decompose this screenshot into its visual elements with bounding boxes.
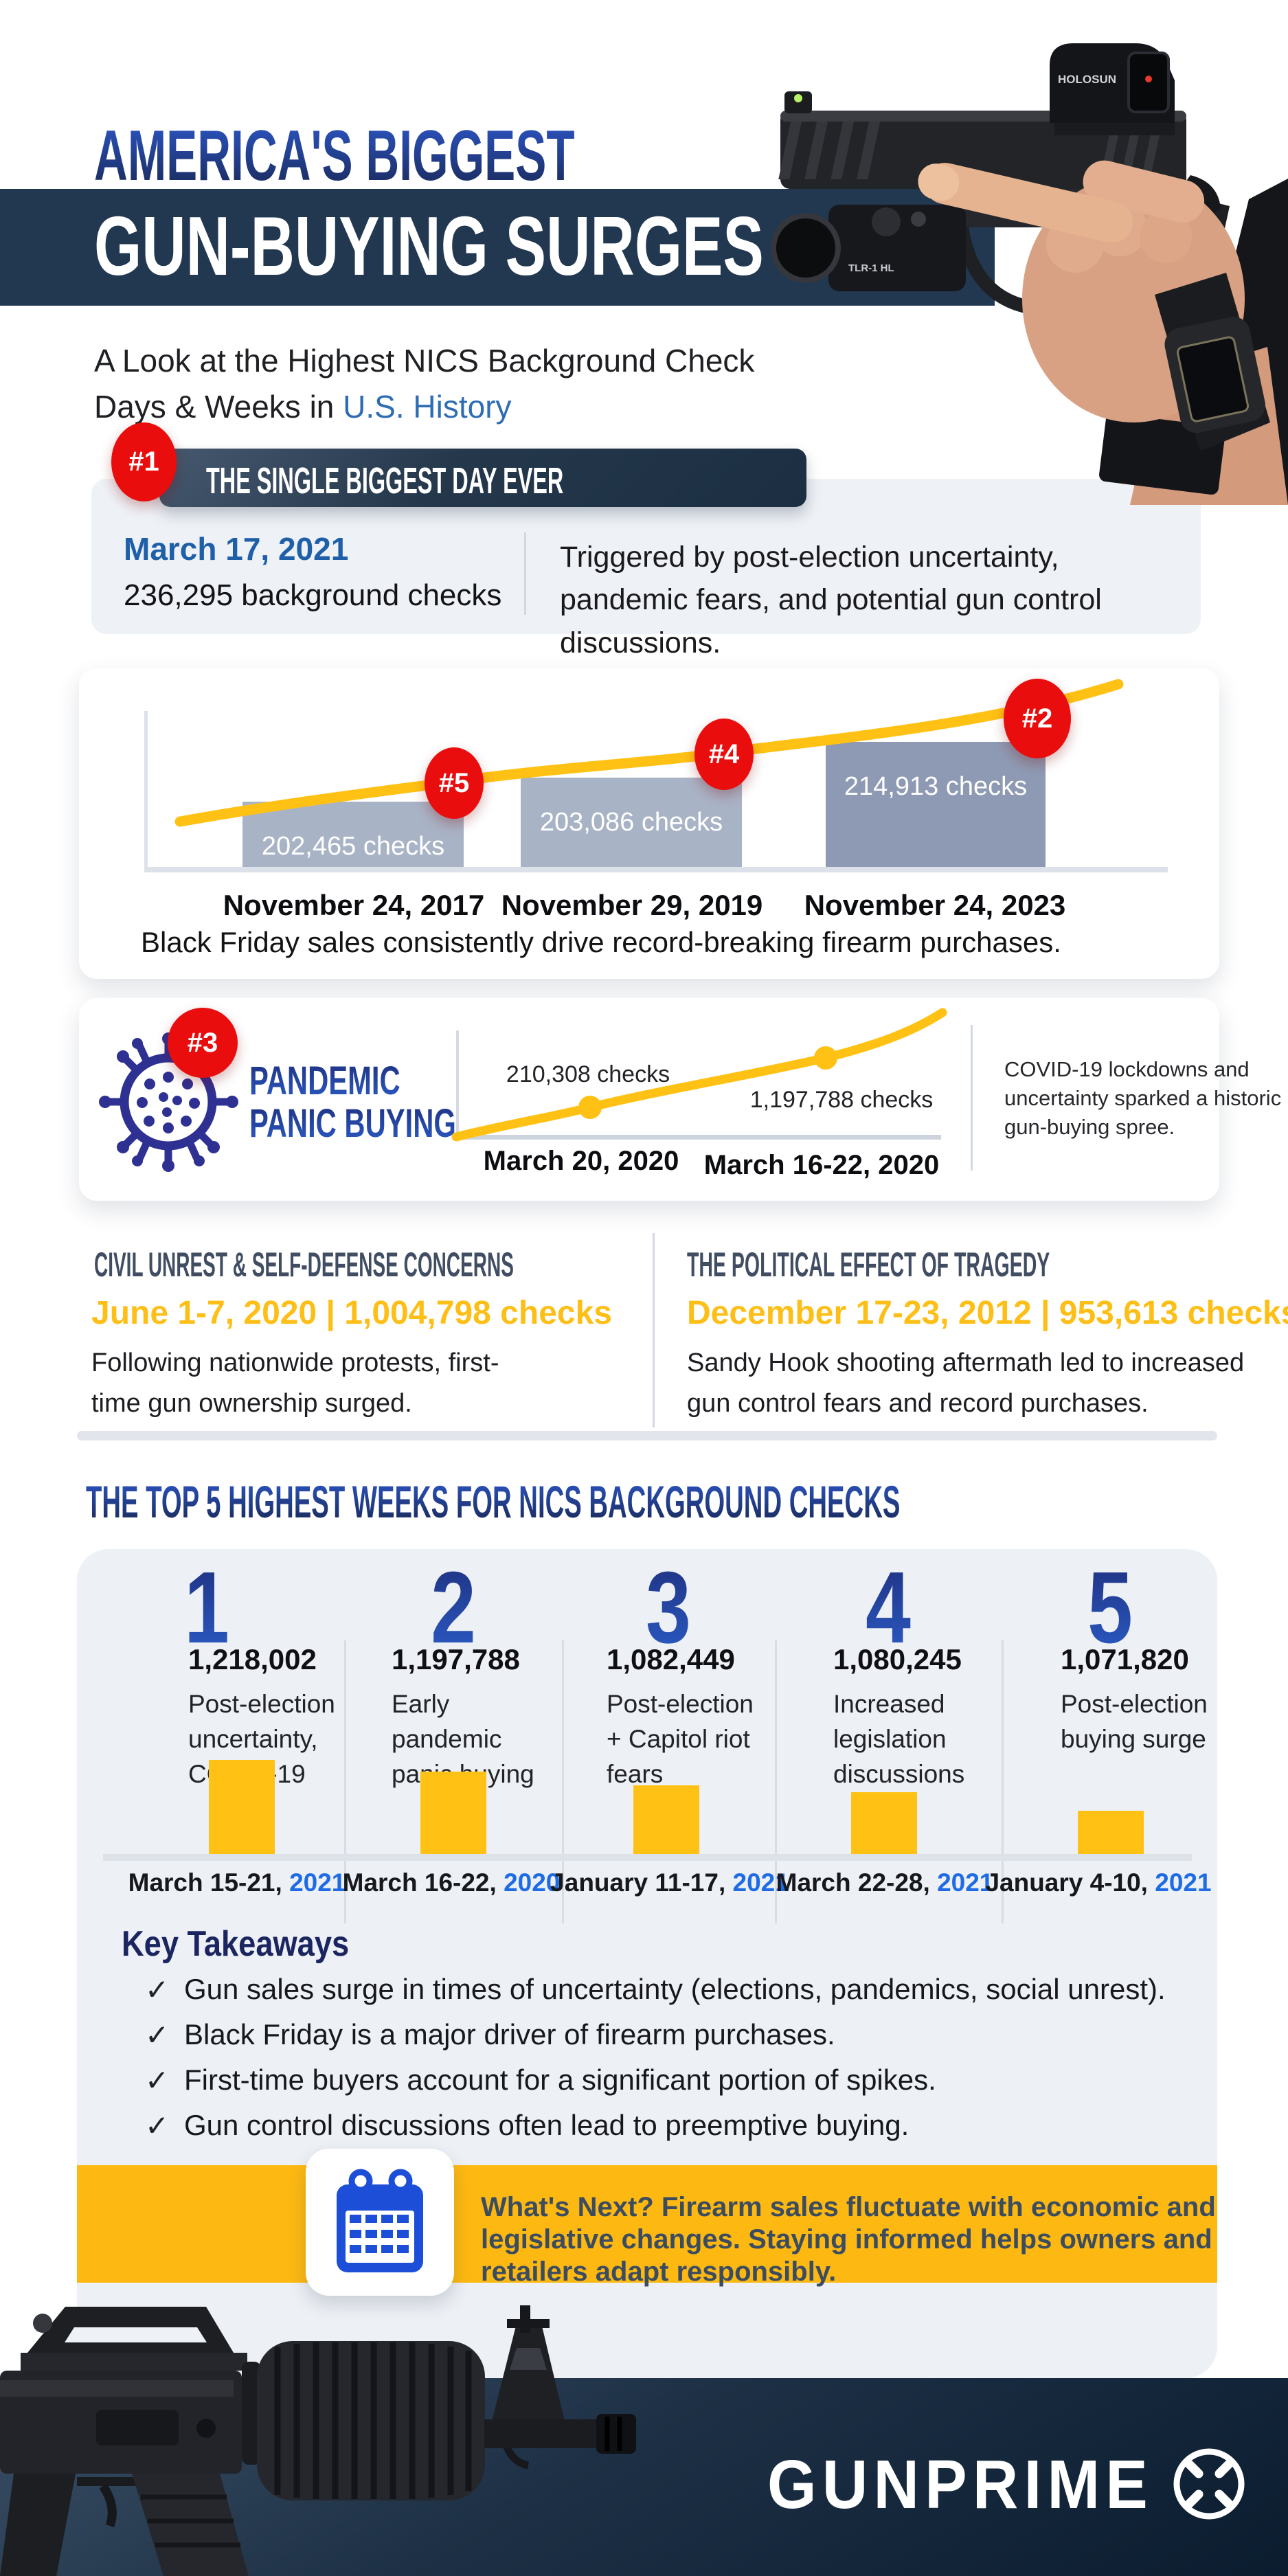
- whats-next-banner: [77, 2165, 1217, 2283]
- top5-value-5: 1,071,820: [1061, 1643, 1189, 1675]
- event-right-stat: December 17-23, 2012 | 953,613 checks: [687, 1295, 1288, 1331]
- bf-date-2019: November 29, 2019: [501, 889, 763, 921]
- top5-bar-5: [1078, 1811, 1144, 1854]
- rank-badge-4: #4: [694, 719, 754, 790]
- bf-date-2023: November 24, 2023: [804, 889, 1066, 921]
- top5-divider-3: [775, 1640, 777, 1923]
- top5-bar-4: [851, 1792, 917, 1854]
- pandemic-point1-date: March 20, 2020: [483, 1146, 679, 1176]
- calendar-icon: [337, 2169, 423, 2272]
- event-right-body: Sandy Hook shooting aftermath led to inc…: [687, 1348, 1245, 1418]
- rank-badge-3: #3: [168, 1008, 238, 1078]
- top5-divider-2: [562, 1640, 564, 1923]
- pandemic-point1-label: 210,308 checks: [506, 1061, 670, 1087]
- calendar-icon-card: [306, 2149, 454, 2296]
- single-day-stat: 236,295 background checks: [124, 578, 502, 612]
- bf-bar-2023: 214,913 checks: [826, 742, 1046, 867]
- bf-bar-label-2023: 214,913 checks: [844, 772, 1028, 801]
- bf-bar-label-2019: 203,086 checks: [539, 808, 723, 837]
- pandemic-title-line1: PANDEMIC: [249, 1059, 400, 1103]
- top5-date-3: January 11-17, 2021: [550, 1868, 789, 1897]
- pandemic-desc: COVID-19 lockdowns and uncertainty spark…: [1004, 1057, 1282, 1139]
- pandemic-point2-label: 1,197,788 checks: [749, 1087, 934, 1113]
- rank-badge-1: #1: [111, 422, 177, 501]
- subtitle-highlight: U.S. History: [343, 389, 512, 425]
- top5-value-3: 1,082,449: [607, 1643, 735, 1675]
- bf-bar-label-2017: 202,465 checks: [261, 832, 445, 861]
- pandemic-title-line2: PANIC BUYING: [249, 1101, 456, 1146]
- bf-caption: Black Friday sales consistently drive re…: [141, 926, 1061, 958]
- top5-rank-1: 1: [184, 1551, 229, 1664]
- rank-badge-2: #2: [1004, 679, 1071, 758]
- page-title-line2: GUN-BUYING SURGES: [94, 199, 764, 293]
- top5-rank-3: 3: [646, 1551, 691, 1664]
- top5-divider-1: [344, 1640, 346, 1923]
- event-left-heading: CIVIL UNREST & SELF-DEFENSE CONCERNS: [94, 1245, 514, 1284]
- section-separator-strip: [77, 1431, 1217, 1440]
- pandemic-divider: [971, 1025, 973, 1171]
- footer-brand: GUNPRIME: [767, 2446, 1154, 2523]
- top5-value-1: 1,218,002: [188, 1643, 317, 1675]
- top5-bar-3: [633, 1785, 699, 1854]
- takeaway-item: ✓ Gun control discussions often lead to p…: [145, 2109, 909, 2142]
- single-day-desc: Triggered by post-election uncertainty, …: [560, 541, 1102, 659]
- bf-bar-2019: 203,086 checks: [521, 778, 742, 867]
- top5-heading: THE TOP 5 HIGHEST WEEKS FOR NICS BACKGRO…: [86, 1476, 901, 1527]
- event-left-body: Following nationwide protests, first-tim…: [91, 1348, 499, 1418]
- takeaway-item: ✓ Gun sales surge in times of uncertainty…: [145, 1973, 1166, 2006]
- takeaway-item: ✓ First-time buyers account for a signifi…: [145, 2064, 936, 2097]
- top5-bar-1: [209, 1760, 275, 1854]
- check-icon: ✓: [145, 2064, 170, 2097]
- subtitle-line2: Days & Weeks in U.S. History: [94, 389, 512, 425]
- top5-desc-5: Post-election buying surge: [1061, 1690, 1208, 1754]
- optic-brand-label: HOLOSUN: [1058, 73, 1116, 86]
- pistol-photo-illustration: HOLOSUN TLR-1 HL: [771, 43, 1288, 505]
- takeaways-list: ✓ Gun sales surge in times of uncertainty…: [145, 1973, 1166, 2154]
- top5-rank-5: 5: [1087, 1551, 1133, 1664]
- rifle-photo-illustration: [0, 2305, 636, 2576]
- single-day-header-bar: THE SINGLE BIGGEST DAY EVER: [159, 449, 806, 507]
- top5-desc-3: Post-election + Capitol riot fears: [607, 1690, 754, 1789]
- single-day-divider: [524, 532, 526, 615]
- virus-icon: [99, 1032, 238, 1172]
- top5-rank-4: 4: [866, 1551, 911, 1664]
- bf-bar-2017: 202,465 checks: [242, 802, 464, 867]
- bf-y-axis: [144, 711, 148, 867]
- check-icon: ✓: [145, 2110, 170, 2142]
- pandemic-y-axis: [456, 1030, 459, 1139]
- top5-rank-2: 2: [431, 1551, 476, 1664]
- page-title-line1: AMERICA'S BIGGEST: [94, 116, 575, 196]
- event-left-stat: June 1-7, 2020 | 1,004,798 checks: [91, 1295, 612, 1331]
- single-day-heading: THE SINGLE BIGGEST DAY EVER: [206, 460, 564, 501]
- rank-badge-5: #5: [425, 747, 484, 819]
- crosshair-logo-icon: [1173, 2448, 1245, 2520]
- pandemic-point2-date: March 16-22, 2020: [703, 1150, 940, 1180]
- top5-value-2: 1,197,788: [392, 1643, 520, 1675]
- top5-date-4: March 22-28, 2021: [776, 1868, 994, 1897]
- top5-bar-2: [420, 1772, 486, 1854]
- check-icon: ✓: [145, 1974, 170, 2006]
- bf-x-axis: [144, 867, 1168, 872]
- pandemic-x-axis: [456, 1135, 941, 1140]
- subtitle-line1: A Look at the Highest NICS Background Ch…: [94, 343, 755, 379]
- takeaway-item: ✓ Black Friday is a major driver of firea…: [145, 2018, 835, 2051]
- top5-date-2: March 16-22, 2020: [342, 1868, 561, 1897]
- check-icon: ✓: [145, 2019, 170, 2051]
- top5-divider-4: [1002, 1640, 1004, 1923]
- events-divider: [653, 1233, 655, 1427]
- top5-baseline: [103, 1854, 1192, 1861]
- takeaways-heading: Key Takeaways: [122, 1924, 350, 1964]
- banner-text: What's Next? Firearm sales fluctuate wit…: [481, 2192, 1216, 2287]
- top5-desc-4: Increased legislation discussions: [833, 1690, 965, 1789]
- event-right-heading: THE POLITICAL EFFECT OF TRAGEDY: [687, 1245, 1050, 1284]
- bf-date-2017: November 24, 2017: [223, 889, 485, 921]
- single-day-date: March 17, 2021: [124, 531, 349, 567]
- top5-value-4: 1,080,245: [833, 1643, 962, 1675]
- top5-date-1: March 15-21, 2021: [128, 1868, 346, 1897]
- top5-date-5: January 4-10, 2021: [985, 1868, 1212, 1897]
- subtitle: A Look at the Highest NICS Background Ch…: [94, 338, 754, 430]
- light-brand-label: TLR-1 HL: [848, 262, 894, 274]
